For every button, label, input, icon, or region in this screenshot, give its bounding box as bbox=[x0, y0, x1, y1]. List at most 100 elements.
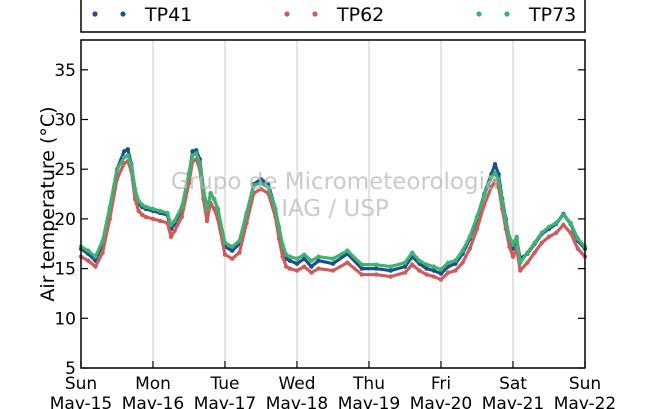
data-point bbox=[518, 260, 523, 265]
data-point bbox=[168, 234, 174, 239]
data-point bbox=[273, 206, 278, 212]
legend-marker bbox=[312, 11, 318, 17]
data-point bbox=[258, 180, 264, 186]
data-point bbox=[172, 228, 177, 234]
legend-item-TP41: TP41 bbox=[92, 4, 192, 26]
data-point bbox=[496, 176, 501, 182]
data-point bbox=[539, 240, 544, 245]
data-point bbox=[186, 170, 192, 176]
data-point bbox=[190, 153, 195, 158]
x-tick-label-day: Fri bbox=[431, 374, 451, 394]
data-point bbox=[500, 198, 505, 204]
data-point bbox=[93, 254, 98, 259]
data-point bbox=[204, 218, 210, 224]
plot-border bbox=[80, 39, 586, 369]
data-point bbox=[474, 226, 480, 232]
data-point bbox=[561, 222, 566, 228]
x-tick-label-day: Wed bbox=[278, 374, 315, 394]
data-point bbox=[482, 202, 487, 208]
data-point bbox=[150, 206, 156, 212]
data-point bbox=[309, 258, 314, 263]
x-tick-label-date: Mav-22 bbox=[554, 394, 616, 409]
x-tick-label-day: Sun bbox=[569, 374, 601, 394]
data-point bbox=[330, 256, 336, 261]
series-layer bbox=[78, 147, 588, 282]
data-point bbox=[438, 277, 444, 282]
y-axis: 5 10 15 20 25 30 35 bbox=[54, 61, 585, 379]
data-point bbox=[284, 264, 289, 269]
data-point bbox=[359, 266, 364, 271]
data-point bbox=[503, 218, 508, 224]
data-point bbox=[402, 264, 408, 269]
gridlines bbox=[152, 40, 514, 368]
data-point bbox=[575, 246, 580, 251]
data-point bbox=[330, 268, 336, 273]
data-point bbox=[507, 234, 512, 239]
legend: TP41 TP62 TP73 bbox=[80, 0, 586, 33]
x-tick-label-date: Mav-17 bbox=[194, 394, 256, 409]
data-point bbox=[212, 206, 217, 212]
legend-item-TP62: TP62 bbox=[284, 4, 384, 26]
legend-marker bbox=[92, 11, 98, 17]
data-point bbox=[143, 214, 148, 220]
data-point bbox=[316, 266, 321, 271]
series-TP73 bbox=[78, 151, 588, 272]
data-point bbox=[453, 258, 458, 263]
y-tick-label: 20 bbox=[54, 210, 76, 230]
data-point bbox=[136, 198, 141, 204]
legend-box bbox=[80, 0, 586, 33]
data-point bbox=[467, 234, 472, 239]
data-point bbox=[554, 220, 559, 226]
data-point bbox=[532, 250, 537, 255]
data-point bbox=[568, 220, 573, 226]
data-point bbox=[460, 248, 465, 253]
data-point bbox=[431, 268, 436, 273]
data-point bbox=[539, 230, 544, 236]
data-point bbox=[237, 238, 242, 243]
data-point bbox=[510, 254, 516, 259]
data-point bbox=[316, 254, 321, 259]
data-point bbox=[284, 252, 289, 257]
data-point bbox=[122, 149, 127, 154]
data-point bbox=[525, 250, 530, 255]
data-point bbox=[86, 258, 91, 263]
data-point bbox=[107, 204, 113, 210]
x-tick-label-date: Mav-18 bbox=[266, 394, 328, 409]
legend-marker bbox=[120, 11, 126, 17]
data-point bbox=[237, 250, 242, 255]
data-point bbox=[222, 240, 228, 245]
data-point bbox=[194, 151, 199, 156]
data-point bbox=[276, 224, 282, 230]
data-point bbox=[374, 272, 379, 277]
data-point bbox=[431, 264, 436, 269]
data-point bbox=[467, 246, 472, 251]
data-point bbox=[93, 264, 98, 269]
y-tick-label: 10 bbox=[54, 309, 76, 329]
data-point bbox=[561, 212, 566, 218]
data-point bbox=[197, 161, 202, 166]
data-point bbox=[100, 250, 105, 255]
data-point bbox=[410, 262, 415, 267]
y-tick-label: 35 bbox=[54, 61, 76, 81]
data-point bbox=[410, 250, 415, 255]
data-point bbox=[431, 274, 436, 279]
data-point bbox=[168, 222, 174, 228]
legend-marker bbox=[284, 11, 290, 17]
data-point bbox=[208, 190, 213, 196]
data-point bbox=[172, 218, 177, 224]
data-point bbox=[460, 260, 465, 265]
data-point bbox=[424, 262, 429, 267]
data-point bbox=[359, 272, 364, 277]
data-point bbox=[190, 149, 195, 154]
data-point bbox=[251, 182, 256, 188]
data-point bbox=[546, 234, 552, 239]
data-point bbox=[474, 214, 480, 220]
data-point bbox=[122, 161, 127, 166]
legend-label: TP62 bbox=[336, 4, 384, 26]
x-tick-label-date: Mav-16 bbox=[122, 394, 184, 409]
data-point bbox=[294, 261, 300, 266]
data-point bbox=[266, 184, 271, 190]
data-point bbox=[86, 248, 91, 253]
data-point bbox=[158, 218, 163, 224]
data-point bbox=[345, 248, 350, 253]
